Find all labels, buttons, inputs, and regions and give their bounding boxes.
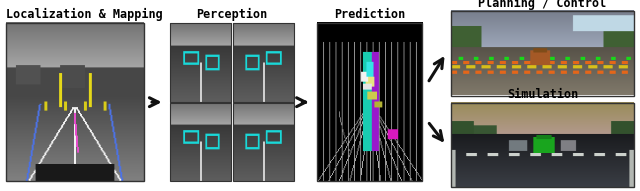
Bar [234, 23, 294, 102]
Text: Simulation: Simulation [507, 88, 578, 101]
Text: Prediction: Prediction [334, 8, 405, 21]
Text: Perception: Perception [196, 8, 268, 21]
Bar [317, 23, 422, 181]
Bar [6, 23, 144, 181]
Bar [234, 103, 294, 181]
Text: Localization & Mapping: Localization & Mapping [6, 8, 163, 21]
Bar [451, 11, 634, 96]
Text: Planning / Control: Planning / Control [478, 0, 607, 10]
Bar [170, 103, 231, 181]
Bar [451, 103, 634, 187]
Bar [170, 23, 231, 102]
